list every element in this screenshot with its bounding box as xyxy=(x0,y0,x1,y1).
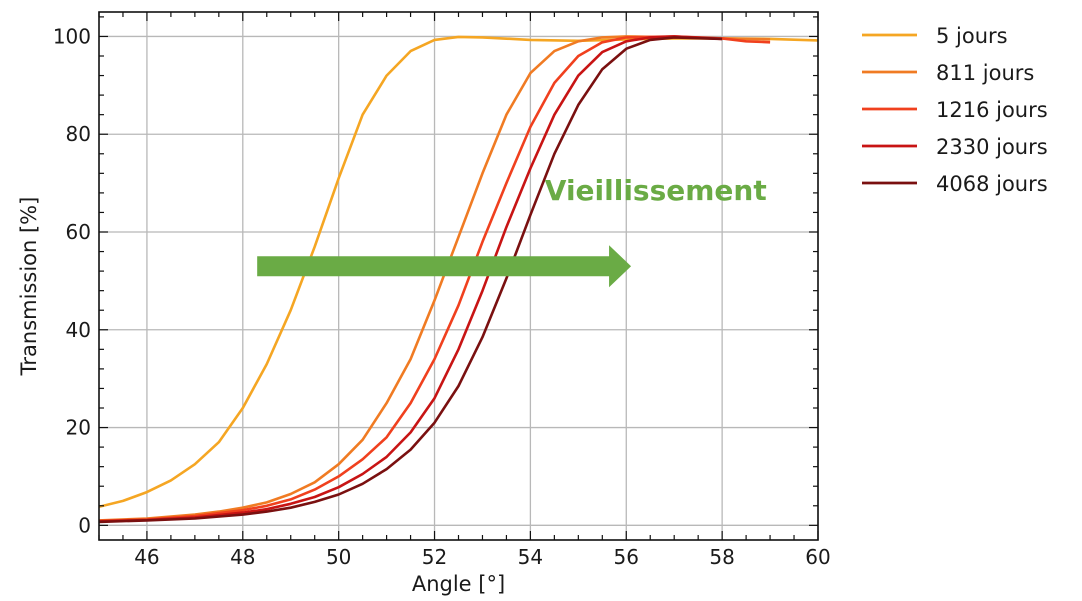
series-line-3 xyxy=(99,35,771,523)
legend: 5 jours 811 jours 1216 jours 2330 jours 4068… xyxy=(862,24,1048,196)
annotation: Vieillissement xyxy=(257,174,767,288)
y-axis-label: Transmission [%] xyxy=(17,197,41,377)
x-tick-label: 52 xyxy=(422,545,447,569)
y-tick-label: 40 xyxy=(66,318,91,342)
x-tick-label: 60 xyxy=(805,545,830,569)
x-tick-label: 54 xyxy=(518,545,543,569)
x-tick-label: 48 xyxy=(230,545,255,569)
x-tick-label: 46 xyxy=(134,545,159,569)
series-line-5 xyxy=(99,36,723,524)
tick-labels: 46 48 50 52 54 56 58 60 0 20 40 60 80 100 xyxy=(53,24,831,569)
legend-label: 811 jours xyxy=(936,61,1034,85)
series-line-4 xyxy=(99,35,723,523)
x-axis-label: Angle [°] xyxy=(412,572,505,596)
x-tick-label: 56 xyxy=(614,545,639,569)
legend-label: 2330 jours xyxy=(936,135,1048,159)
series-line-2 xyxy=(99,35,771,522)
y-tick-label: 80 xyxy=(66,122,91,146)
y-tick-label: 0 xyxy=(78,513,91,537)
x-tick-label: 50 xyxy=(326,545,351,569)
legend-label: 1216 jours xyxy=(936,98,1048,122)
legend-label: 4068 jours xyxy=(936,172,1048,196)
aging-arrow xyxy=(257,245,632,288)
y-tick-label: 20 xyxy=(66,416,91,440)
x-tick-label: 58 xyxy=(709,545,734,569)
y-tick-label: 100 xyxy=(53,24,91,48)
aging-annotation-label: Vieillissement xyxy=(545,174,767,207)
legend-label: 5 jours xyxy=(936,24,1008,48)
series-lines xyxy=(99,35,818,524)
y-tick-label: 60 xyxy=(66,220,91,244)
axis-ticks xyxy=(98,12,819,540)
